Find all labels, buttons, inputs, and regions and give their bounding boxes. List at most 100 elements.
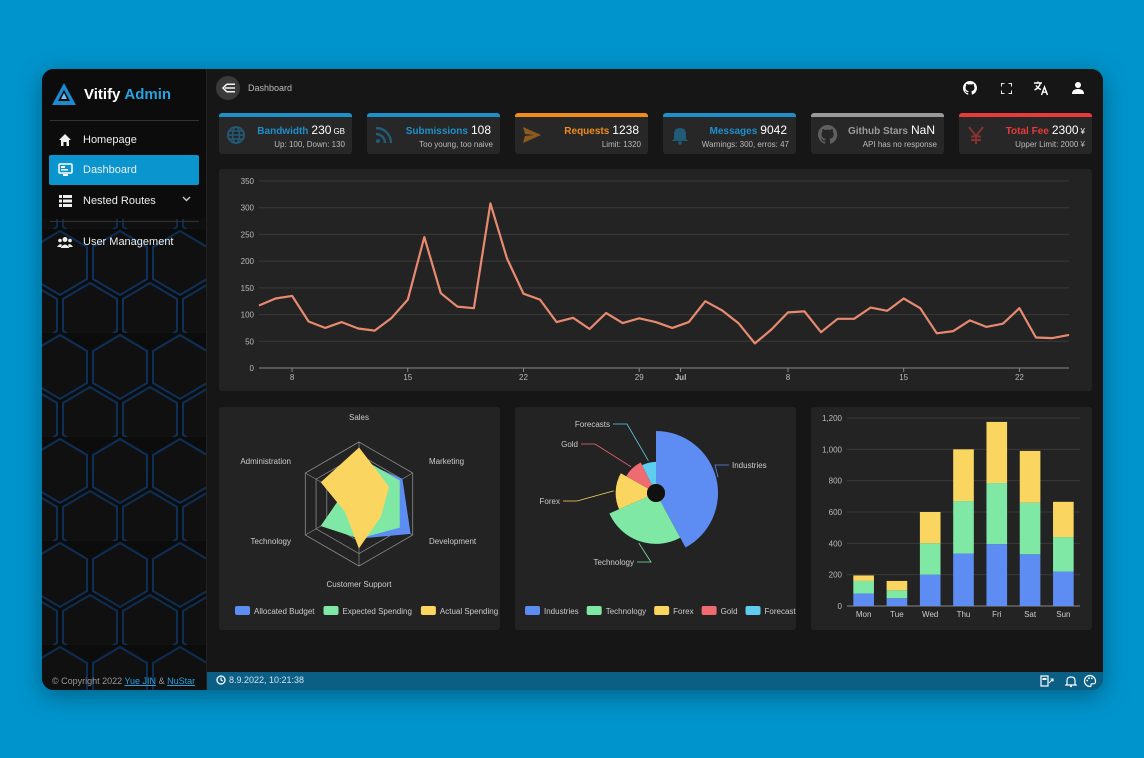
stat-card-header: Messages 9042: [709, 123, 789, 137]
pie-slice[interactable]: [615, 473, 649, 510]
bar-segment[interactable]: [886, 580, 908, 591]
legend-label: Forecasts: [765, 607, 796, 616]
fullscreen-button[interactable]: [998, 80, 1014, 96]
bar-segment[interactable]: [1053, 571, 1074, 606]
stat-label: Bandwidth: [257, 126, 309, 137]
x-tick-label: 22: [519, 373, 528, 382]
legend-label: Allocated Budget: [254, 607, 315, 616]
bar-segment[interactable]: [953, 501, 974, 554]
y-tick-label: 150: [241, 284, 255, 293]
legend-item[interactable]: Forex: [654, 606, 694, 616]
stat-card-header: Total Fee 2300 ¥: [1006, 123, 1085, 137]
bar-segment[interactable]: [1019, 450, 1041, 503]
notification-bell-icon[interactable]: [1064, 674, 1078, 688]
y-tick-label: 1,200: [822, 414, 843, 423]
radar-series-area: [320, 447, 390, 549]
stat-card-header: Requests 1238: [564, 123, 641, 137]
bar-segment[interactable]: [853, 575, 874, 581]
stat-label: Messages: [709, 126, 758, 137]
pie-slice-label: Forex: [540, 497, 560, 506]
stat-unit: GB: [333, 127, 345, 136]
stat-value: 1238: [612, 123, 639, 137]
stat-card-requests: Requests 1238 Limit: 1320: [515, 113, 648, 154]
doc-link-icon[interactable]: [1040, 674, 1054, 688]
legend-item[interactable]: Actual Spending: [420, 606, 498, 616]
bar-segment[interactable]: [853, 580, 874, 594]
menu-open-icon: [221, 83, 235, 93]
author-link-nustar[interactable]: NuStar: [167, 676, 196, 686]
bar-segment[interactable]: [953, 449, 974, 502]
pie-slice[interactable]: [626, 462, 652, 489]
send-icon: [523, 127, 541, 143]
x-tick-label: 8: [290, 373, 295, 382]
legend-swatch: [701, 606, 717, 615]
sidebar-item-nested-routes[interactable]: Nested Routes: [49, 186, 199, 216]
author-link-yue-jin[interactable]: Yue JIN: [124, 676, 157, 686]
bar-segment[interactable]: [1053, 537, 1074, 572]
pie-slice-label: Forecasts: [575, 420, 610, 429]
x-tick-label: Sat: [1024, 610, 1037, 619]
sidebar: Vitify Admin Homepage Dashboard Nested R…: [42, 69, 207, 690]
bar-segment[interactable]: [919, 574, 941, 606]
pie-slice[interactable]: [656, 431, 718, 548]
legend-item[interactable]: Gold: [701, 606, 738, 616]
bar-segment[interactable]: [1019, 502, 1041, 555]
stat-card-accent-bar: [663, 113, 796, 117]
vitify-logo-icon: [52, 83, 76, 105]
stat-card-header: Bandwidth 230 GB: [257, 123, 345, 137]
bar-segment[interactable]: [886, 598, 908, 606]
account-button[interactable]: [1070, 80, 1086, 96]
line-chart-panel: 0 50 100 150 200 250 300 350 8 15 22 29 Jul 8 15 22: [219, 169, 1092, 391]
brand[interactable]: Vitify Admin: [51, 81, 171, 107]
language-button[interactable]: [1033, 80, 1049, 96]
stat-label: Submissions: [405, 126, 468, 137]
bar-segment[interactable]: [919, 512, 941, 544]
github-icon: [963, 81, 977, 95]
app-window: Vitify Admin Homepage Dashboard Nested R…: [42, 69, 1103, 690]
bar-segment[interactable]: [919, 543, 941, 575]
github-button[interactable]: [962, 80, 978, 96]
bar-segment[interactable]: [986, 483, 1008, 545]
x-tick-label: Thu: [957, 610, 971, 619]
bar-segment[interactable]: [986, 544, 1008, 606]
y-tick-label: 400: [829, 539, 843, 548]
bar-segment[interactable]: [1053, 501, 1074, 538]
stat-value: NaN: [910, 123, 935, 137]
radar-indicator-label: Development: [429, 537, 477, 546]
pie-slice[interactable]: [642, 461, 656, 485]
bar-segment[interactable]: [853, 593, 874, 606]
stat-subtitle: Too young, too naive: [419, 140, 493, 149]
legend-item[interactable]: Expected Spending: [323, 606, 412, 616]
yen-icon: [968, 126, 984, 144]
radar-indicator-label: Technology: [251, 537, 291, 546]
bar-segment[interactable]: [953, 553, 974, 606]
theme-palette-icon[interactable]: [1083, 674, 1097, 688]
legend-swatch: [235, 606, 250, 615]
bar-segment[interactable]: [886, 590, 908, 599]
stat-card-accent-bar: [959, 113, 1092, 117]
pie-slice[interactable]: [609, 496, 681, 544]
sidebar-item-homepage[interactable]: Homepage: [49, 125, 199, 155]
radar-indicator-label: Administration: [240, 457, 291, 466]
legend-item[interactable]: Allocated Budget: [235, 606, 315, 616]
brand-name: Vitify: [84, 85, 121, 103]
sidebar-item-dashboard[interactable]: Dashboard: [49, 155, 199, 185]
legend-label: Technology: [606, 607, 646, 616]
globe-icon: [227, 126, 245, 144]
legend-item[interactable]: Forecasts: [745, 606, 796, 616]
bar-segment[interactable]: [1019, 554, 1041, 606]
x-tick-label: Jul: [675, 373, 687, 382]
stat-subtitle: Warnings: 300, erros: 47: [701, 140, 789, 149]
bar-chart: 0 200 400 600 800 1,000 1,200 Mon Tue Wed Thu Fri Sa…: [822, 414, 1080, 619]
legend-item[interactable]: Industries: [525, 606, 579, 616]
legend-item[interactable]: Technology: [586, 606, 646, 616]
y-tick-label: 1,000: [822, 445, 843, 454]
radar-indicator-label: Sales: [349, 413, 369, 422]
sidebar-item-user-management[interactable]: User Management: [49, 227, 199, 257]
stat-card-accent-bar: [515, 113, 648, 117]
stat-label: Requests: [564, 126, 610, 137]
toggle-sidebar-button[interactable]: [216, 76, 240, 100]
stat-card-header: Github Stars NaN: [848, 123, 937, 137]
copyright: © Copyright 2022 Yue JIN & NuStar: [52, 676, 195, 686]
bar-segment[interactable]: [986, 421, 1008, 484]
